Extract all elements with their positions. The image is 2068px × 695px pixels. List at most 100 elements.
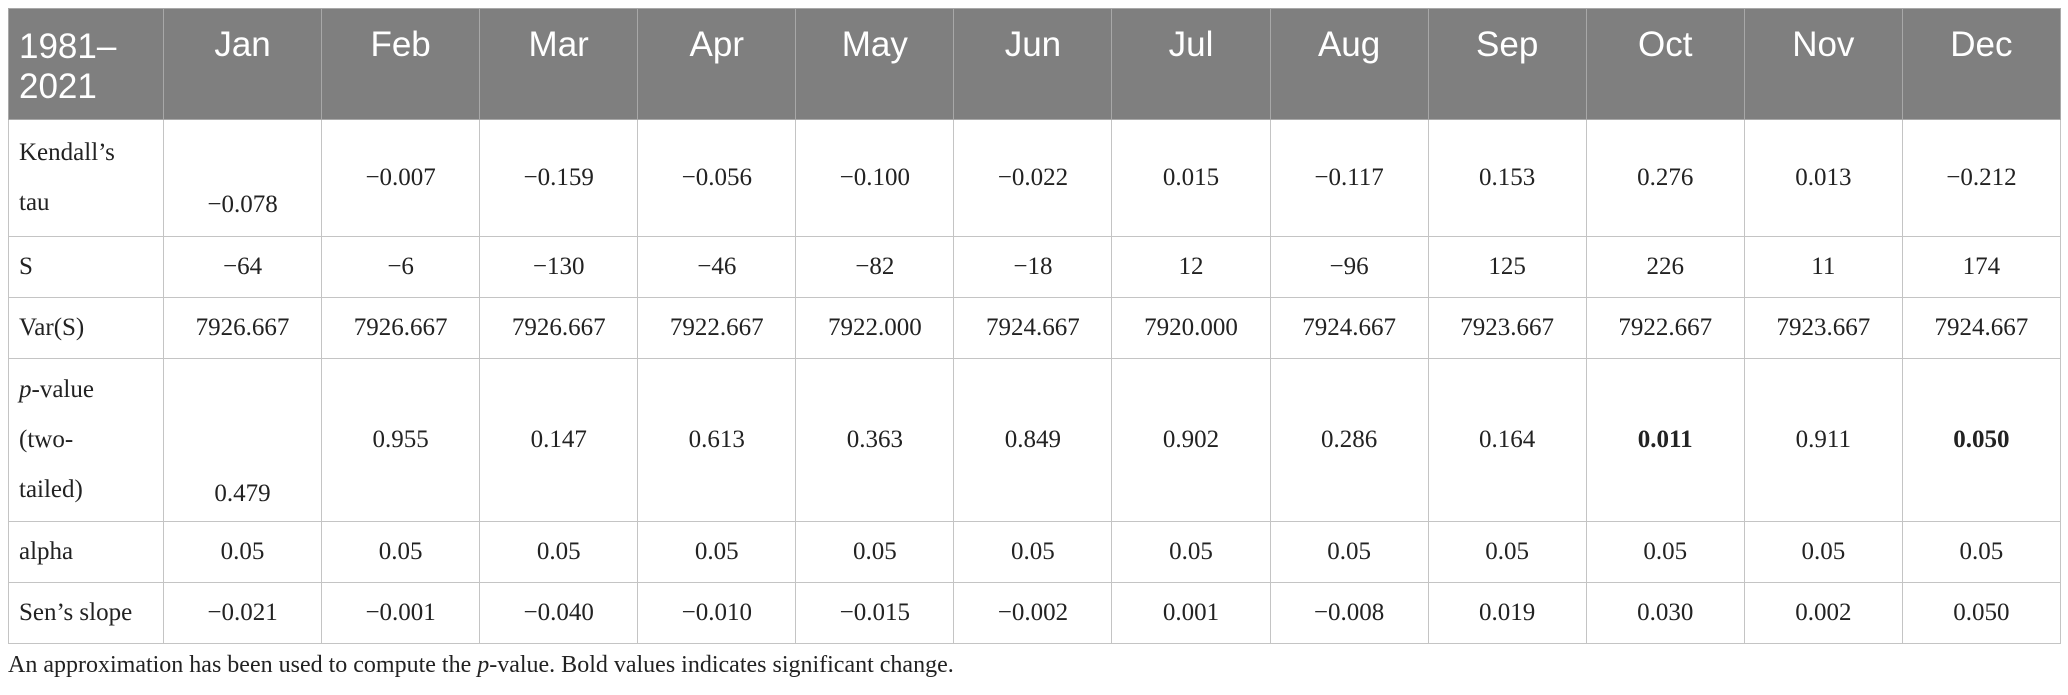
table-cell: 0.019 [1427, 582, 1587, 644]
table-cell: 7926.667 [479, 297, 639, 359]
table-cell: −0.021 [162, 582, 323, 644]
table-cell: −82 [795, 236, 955, 298]
header-month: Nov [1743, 8, 1903, 120]
table-cell: 226 [1585, 236, 1745, 298]
table-cell: 7922.667 [1585, 297, 1745, 359]
row-sens-slope: Sen’s slope −0.021 −0.001 −0.040 −0.010 … [8, 582, 2061, 644]
table-cell: −0.159 [479, 119, 639, 237]
row-p-value: p-value (two-tailed) 0.479 0.955 0.147 0.… [8, 358, 2061, 522]
table-cell: 0.011 [1585, 358, 1745, 522]
row-alpha: alpha 0.05 0.05 0.05 0.05 0.05 0.05 0.05… [8, 521, 2061, 583]
table-cell: 0.613 [637, 358, 797, 522]
header-month: Jul [1111, 8, 1271, 120]
table-cell: −0.078 [162, 119, 323, 237]
table-cell: 0.363 [795, 358, 955, 522]
row-label: Sen’s slope [8, 582, 164, 644]
table-cell: −0.002 [953, 582, 1113, 644]
table-cell: 0.002 [1743, 582, 1903, 644]
table-cell: −0.056 [637, 119, 797, 237]
table-cell: 0.955 [321, 358, 481, 522]
row-var-s: Var(S) 7926.667 7926.667 7926.667 7922.6… [8, 297, 2061, 359]
table-cell: −0.001 [321, 582, 481, 644]
table-cell: −0.010 [637, 582, 797, 644]
table-cell: 0.013 [1743, 119, 1903, 237]
table-cell: 0.902 [1111, 358, 1271, 522]
period-line1: 1981– [19, 27, 117, 66]
table-cell: 0.05 [637, 521, 797, 583]
mann-kendall-table: 1981– 2021 Jan Feb Mar Apr May Jun Jul Au… [8, 8, 2061, 644]
row-label: S [8, 236, 164, 298]
table-cell: 0.05 [321, 521, 481, 583]
table-cell: 0.050 [1901, 582, 2061, 644]
header-month: May [795, 8, 955, 120]
header-month: Mar [479, 8, 639, 120]
table-cell: −46 [637, 236, 797, 298]
header-month: Oct [1585, 8, 1745, 120]
row-label: Var(S) [8, 297, 164, 359]
table-cell: 7924.667 [1269, 297, 1429, 359]
table-cell: 0.05 [953, 521, 1113, 583]
row-label: Kendall’s tau [8, 119, 164, 237]
table-cell: −96 [1269, 236, 1429, 298]
table-cell: 7922.667 [637, 297, 797, 359]
period-line2: 2021 [19, 67, 97, 106]
table-cell: 0.286 [1269, 358, 1429, 522]
table-cell: 0.030 [1585, 582, 1745, 644]
table-body: Kendall’s tau −0.078 −0.007 −0.159 −0.056… [8, 119, 2061, 644]
table-cell: 0.479 [162, 358, 323, 522]
table-cell: 7926.667 [162, 297, 323, 359]
table-cell: 0.050 [1901, 358, 2061, 522]
table-cell: −0.007 [321, 119, 481, 237]
table-cell: 0.147 [479, 358, 639, 522]
table-footnote: An approximation has been used to comput… [8, 652, 954, 678]
table-cell: 0.05 [162, 521, 323, 583]
table-cell: −0.040 [479, 582, 639, 644]
row-label: alpha [8, 521, 164, 583]
table-cell: 0.849 [953, 358, 1113, 522]
table-cell: 0.276 [1585, 119, 1745, 237]
table-cell: 11 [1743, 236, 1903, 298]
table-cell: 0.05 [479, 521, 639, 583]
header-month: Feb [321, 8, 481, 120]
table-cell: −0.100 [795, 119, 955, 237]
table-cell: 0.05 [1585, 521, 1745, 583]
table-cell: 7924.667 [953, 297, 1113, 359]
table-cell: 0.153 [1427, 119, 1587, 237]
row-label: p-value (two-tailed) [8, 358, 164, 522]
table-cell: 7924.667 [1901, 297, 2061, 359]
table-cell: 0.001 [1111, 582, 1271, 644]
table-cell: 7922.000 [795, 297, 955, 359]
table-cell: 7920.000 [1111, 297, 1271, 359]
table-cell: 174 [1901, 236, 2061, 298]
header-period: 1981– 2021 [8, 8, 164, 120]
header-month: Jan [162, 8, 323, 120]
table-cell: 0.05 [795, 521, 955, 583]
table-cell: 0.015 [1111, 119, 1271, 237]
table-cell: −0.022 [953, 119, 1113, 237]
table-cell: −6 [321, 236, 481, 298]
table-cell: −64 [162, 236, 323, 298]
table-cell: 0.05 [1111, 521, 1271, 583]
header-month: Aug [1269, 8, 1429, 120]
header-month: Dec [1901, 8, 2061, 120]
table-cell: 0.164 [1427, 358, 1587, 522]
header-month: Apr [637, 8, 797, 120]
table-cell: 125 [1427, 236, 1587, 298]
table-cell: 0.05 [1901, 521, 2061, 583]
table-cell: 0.05 [1269, 521, 1429, 583]
table-cell: 0.05 [1427, 521, 1587, 583]
header-row: 1981– 2021 Jan Feb Mar Apr May Jun Jul Au… [8, 8, 2061, 120]
table-cell: −0.212 [1901, 119, 2061, 237]
row-s: S −64 −6 −130 −46 −82 −18 12 −96 125 226… [8, 236, 2061, 298]
row-kendalls-tau: Kendall’s tau −0.078 −0.007 −0.159 −0.056… [8, 119, 2061, 237]
results-table-container: 1981– 2021 Jan Feb Mar Apr May Jun Jul Au… [8, 8, 2061, 644]
table-cell: 12 [1111, 236, 1271, 298]
table-cell: 0.911 [1743, 358, 1903, 522]
header-month: Sep [1427, 8, 1587, 120]
table-cell: −0.015 [795, 582, 955, 644]
header-month: Jun [953, 8, 1113, 120]
table-cell: 7923.667 [1743, 297, 1903, 359]
table-header: 1981– 2021 Jan Feb Mar Apr May Jun Jul Au… [8, 8, 2061, 120]
table-cell: −18 [953, 236, 1113, 298]
table-cell: −130 [479, 236, 639, 298]
